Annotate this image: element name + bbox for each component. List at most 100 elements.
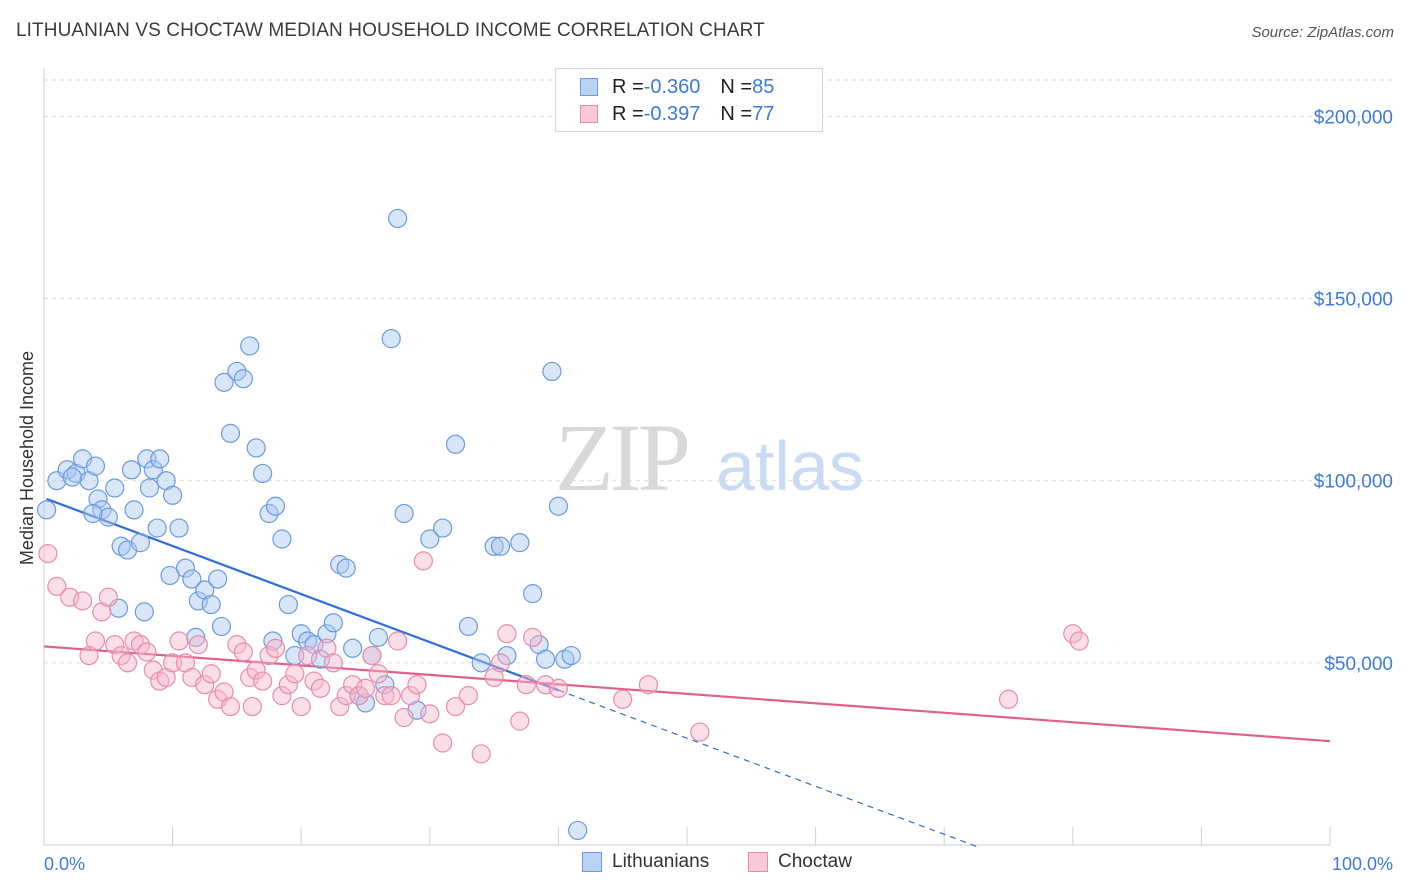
watermark-zip: ZIP [555,404,688,511]
choctaw-point [233,642,253,662]
choctaw-point [285,664,305,684]
choctaw-point [381,686,401,706]
choctaw-point [400,686,421,706]
lithuanians-point [175,558,196,578]
lithuanians-point [310,649,331,669]
choctaw-point [613,689,633,709]
choctaw-point [1069,631,1089,651]
trend-lines [43,497,1331,849]
lithuanians-point [291,624,311,644]
choctaw-point [105,635,125,655]
choctaw-point [291,696,311,717]
lithuanians-points [36,208,588,841]
choctaw-point [445,696,466,717]
choctaw-point [79,645,99,666]
lithuanians-point [208,569,228,589]
lithuanians-point [298,631,318,651]
lithuanians-point [36,500,57,520]
choctaw-point [362,645,382,666]
lithuanians-point [139,478,160,498]
choctaw-point [47,576,67,596]
choctaw-point [413,551,433,571]
lithuanians-point [388,208,408,229]
choctaw-point [535,675,556,695]
choctaw-point [523,627,543,647]
choctaw-point [265,638,286,658]
lithuanians-point [278,594,298,615]
lithuanians-point [394,503,414,524]
choctaw-point [323,653,343,673]
lithuanians-point [143,460,163,480]
choctaw-point [137,642,157,662]
choctaw-point [368,664,388,684]
legend-row-lithuanians: R = -0.360 N = 85 [580,75,774,99]
lithuanians-point [214,372,234,392]
choctaw-point [38,543,58,564]
lithuanians-point [420,529,440,549]
choctaw-point [510,711,530,731]
lithuanians-point [201,594,221,615]
lithuanians-point [169,518,189,538]
choctaw-point [690,722,710,742]
lithuanians-point [121,460,142,480]
chart-title: LITHUANIAN VS CHOCTAW MEDIAN HOUSEHOLD I… [16,20,765,41]
lithuanians-point [85,456,106,476]
legend-r-label: R = [612,75,644,98]
choctaw-point [388,631,408,651]
lithuanians-point [227,361,247,382]
choctaw-point [490,653,511,673]
watermark: ZIP atlas [555,404,864,511]
lithuanians-point [246,438,266,458]
lithuanians-point [124,500,144,520]
lithuanians-point [233,369,253,389]
lithuanians-point [98,507,118,527]
choctaw-point [169,631,189,651]
choctaw-point [188,635,208,655]
lithuanians-point [263,631,283,651]
tick-labels: $50,000 $100,000 $150,000 $200,000 0.0% 100.0… [44,107,1393,874]
choctaw-trend-line [43,645,1331,743]
choctaw-point [150,671,170,691]
choctaw-point [330,696,350,717]
lithuanians-point [433,518,453,538]
choctaw-point [497,624,517,644]
choctaw-point [272,686,292,706]
choctaw-point [278,675,298,695]
lithuanians-point [323,613,343,633]
choctaw-point [516,675,536,695]
choctaw-legend-swatch [748,852,768,872]
lithuanians-point [330,554,350,575]
lithuanians-legend-label: Lithuanians [612,851,710,872]
choctaw-point [111,645,131,666]
choctaw-point [220,696,241,717]
lithuanians-point [105,478,125,498]
bottom-legend-choctaw: Choctaw [748,851,852,873]
lithuanians-point [188,591,208,611]
choctaw-point [548,678,569,698]
legend-r-value: -0.397 [643,102,701,125]
choctaw-point [458,686,478,706]
lithuanians-legend-swatch [582,852,602,872]
lithuanians-point [147,518,167,538]
lithuanians-point [381,329,401,349]
lithuanians-point [490,536,511,556]
lithuanians-point [458,616,478,637]
lithuanians-point [343,638,363,658]
correlation-legend: R = -0.360 N = 85 R = -0.397 N = 77 [555,68,823,132]
legend-n-label: N = [720,102,753,125]
bottom-legend-lithuanians: Lithuanians [582,851,709,873]
choctaw-point [124,631,144,651]
legend-n-value: 85 [752,75,775,98]
choctaw-point [117,653,138,673]
legend-r-value: -0.360 [643,75,701,98]
lithuanians-point [88,489,108,509]
lithuanians-point [555,649,575,669]
legend-n-label: N = [720,75,753,98]
choctaw-legend-label: Choctaw [778,851,852,872]
choctaw-point [638,675,659,695]
choctaw-point [433,733,453,753]
choctaw-point [998,689,1019,709]
choctaw-point [130,635,151,655]
y-tick-label: $200,000 [1314,107,1393,128]
lithuanians-point [561,645,581,666]
